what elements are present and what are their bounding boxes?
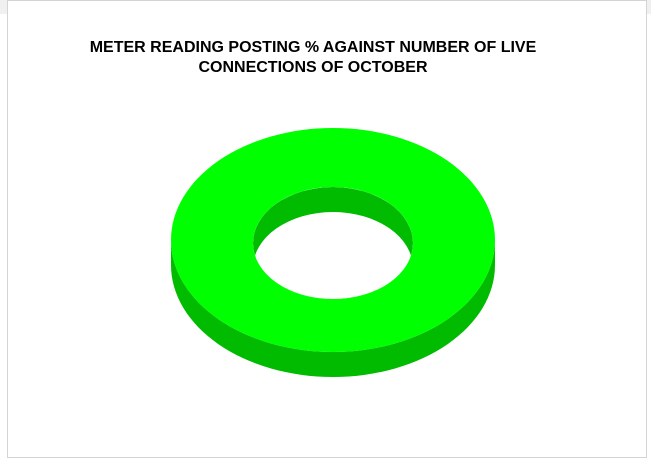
donut-layer (171, 128, 495, 377)
donut-outer-side (171, 240, 495, 377)
donut-slice (171, 128, 495, 352)
chart-title: METER READING POSTING % AGAINST NUMBER O… (89, 39, 537, 76)
